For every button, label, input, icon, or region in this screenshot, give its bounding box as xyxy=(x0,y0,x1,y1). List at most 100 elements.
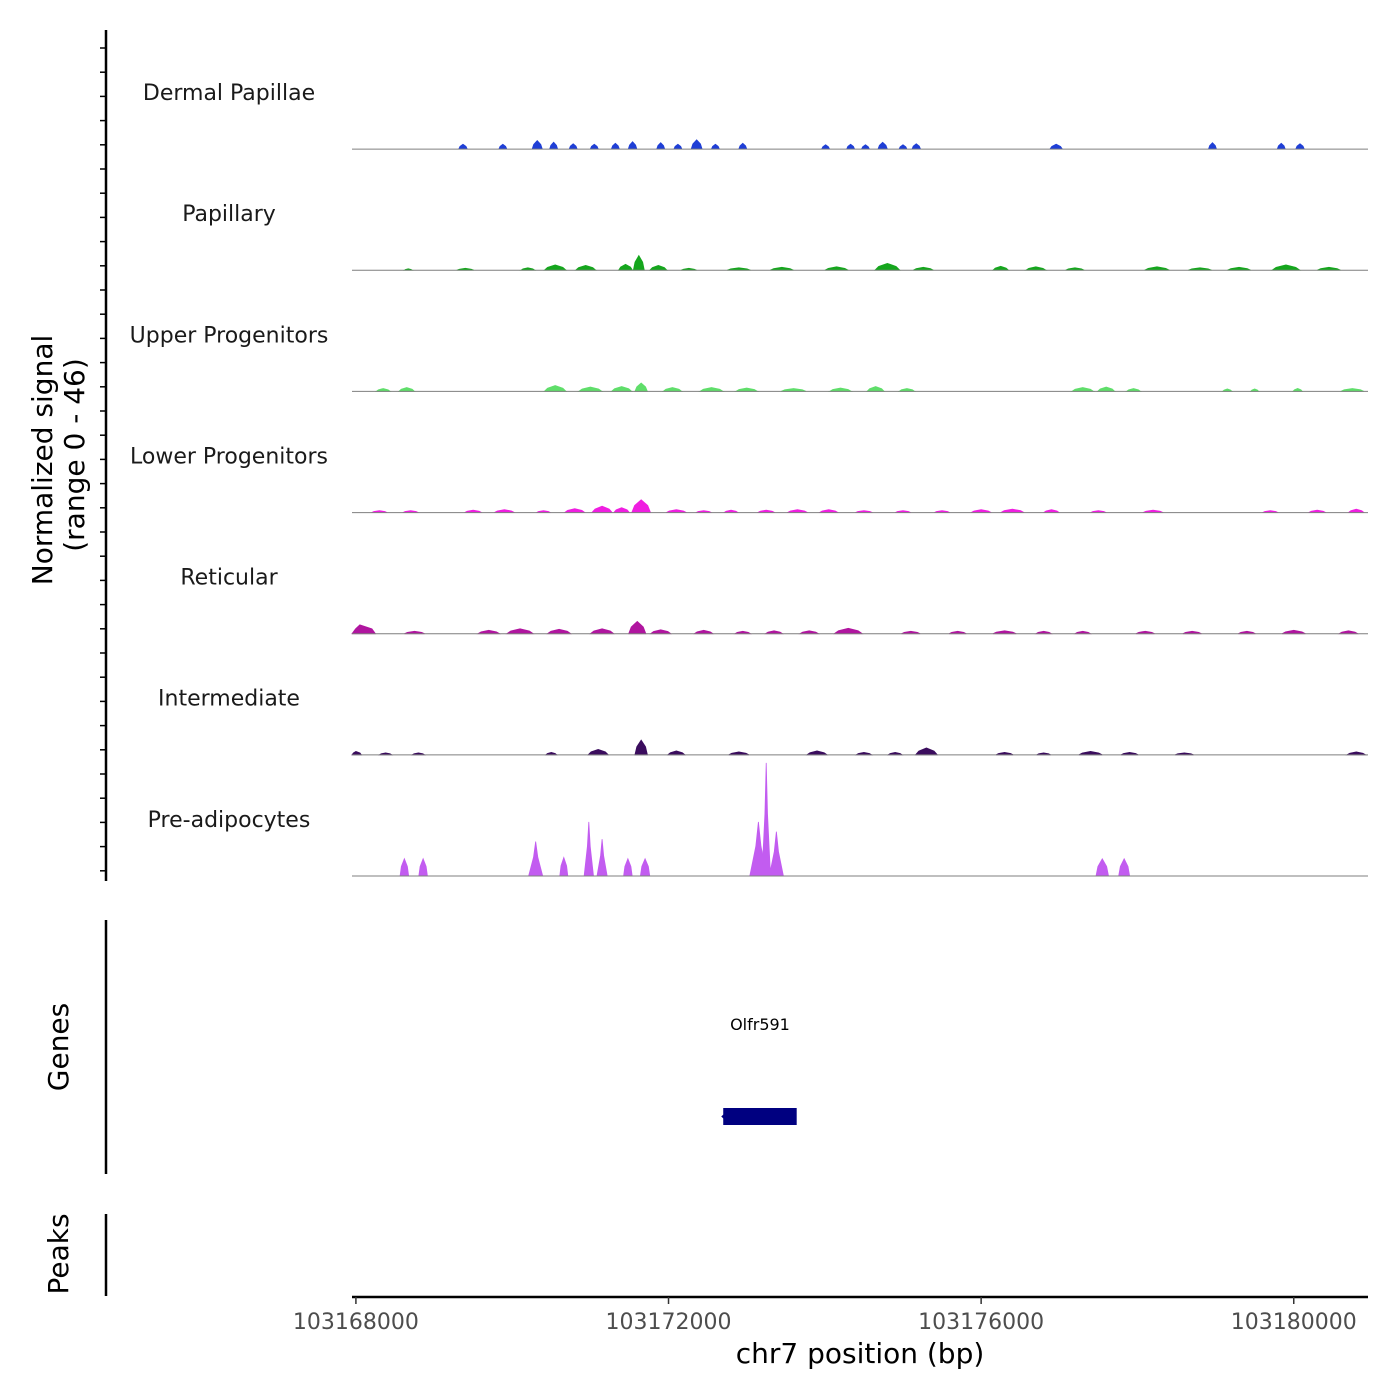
signal-peak xyxy=(693,629,715,635)
signal-peak xyxy=(418,857,428,877)
signal-peak xyxy=(628,620,647,635)
genes-axis-title: Genes xyxy=(42,1003,75,1091)
signal-peak xyxy=(1070,387,1096,392)
signal-peak xyxy=(866,386,886,392)
signal-peak xyxy=(623,857,633,877)
signal-peak xyxy=(1000,508,1025,513)
signal-peak xyxy=(505,628,535,635)
signal-peak xyxy=(832,627,864,635)
signal-peak xyxy=(656,142,666,150)
signal-peak xyxy=(698,387,725,392)
signal-peak xyxy=(1096,386,1116,392)
signal-peak xyxy=(805,750,829,756)
signal-peak xyxy=(568,143,578,150)
track-label: Pre-adipocytes xyxy=(148,808,311,833)
signal-peak xyxy=(1281,629,1306,635)
signal-peak xyxy=(734,387,760,392)
track-label: Lower Progenitors xyxy=(130,444,328,469)
signal-peak xyxy=(898,144,908,150)
signal-peak xyxy=(399,857,410,877)
signal-peak xyxy=(351,624,377,635)
track-0: Dermal Papillae xyxy=(143,81,1368,150)
x-tick-label: 103168000 xyxy=(293,1310,419,1335)
x-axis: 103168000 103172000 103176000 103180000 chr7… xyxy=(293,1295,1368,1370)
track-label: Intermediate xyxy=(158,687,300,712)
signal-peak xyxy=(1270,264,1302,271)
signal-peak xyxy=(1078,751,1103,756)
signal-peak xyxy=(574,264,597,271)
signal-peak xyxy=(911,143,922,150)
track-1: Papillary xyxy=(182,202,1368,271)
x-tick-label: 103180000 xyxy=(1231,1310,1357,1335)
signal-peak xyxy=(610,386,633,392)
track-label: Papillary xyxy=(182,202,276,227)
peaks-axis-title: Peaks xyxy=(42,1213,75,1294)
signal-peak xyxy=(563,508,587,513)
signal-peak xyxy=(661,387,683,392)
track-label: Upper Progenitors xyxy=(130,323,329,348)
signal-peak xyxy=(577,386,604,392)
signal-peak xyxy=(873,262,901,271)
signal-peak xyxy=(528,841,544,877)
track-5: Intermediate xyxy=(158,687,1368,756)
signal-peak xyxy=(1095,857,1110,877)
gene-strand-arrow xyxy=(721,1111,728,1122)
signal-peak xyxy=(820,144,831,150)
genes-panel: Genes Olfr591 xyxy=(42,920,797,1174)
signal-peak xyxy=(649,629,673,635)
signal-peak xyxy=(612,507,631,513)
signal-peak xyxy=(632,254,645,271)
signal-peak xyxy=(914,747,939,756)
signal-peak xyxy=(546,628,573,635)
coverage-panel: Normalized signal (range 0 - 46) Dermal Pa… xyxy=(26,30,1368,881)
signal-peak xyxy=(846,143,856,150)
signal-peak xyxy=(1207,142,1218,150)
signal-peak xyxy=(634,382,649,392)
signal-peak xyxy=(991,265,1010,271)
signal-peak xyxy=(476,629,502,635)
x-tick-label: 103176000 xyxy=(918,1310,1044,1335)
signal-peak xyxy=(761,762,771,877)
signal-peak xyxy=(877,141,888,150)
signal-peak xyxy=(1024,266,1048,271)
coverage-y-axis-range: (range 0 - 46) xyxy=(58,358,91,552)
peaks-panel: Peaks xyxy=(42,1213,108,1296)
signal-peak xyxy=(690,139,703,150)
track-label: Reticular xyxy=(180,566,278,591)
x-tick-label: 103172000 xyxy=(606,1310,732,1335)
track-3: Lower Progenitors xyxy=(130,444,1368,514)
signal-peak xyxy=(543,264,568,271)
signal-peak xyxy=(397,387,416,392)
track-4: Reticular xyxy=(180,566,1368,635)
signal-peak xyxy=(738,142,748,150)
signal-peak xyxy=(824,266,849,271)
signal-peak xyxy=(710,143,721,150)
signal-peak xyxy=(589,628,615,635)
signal-peak xyxy=(828,387,853,392)
signal-peak xyxy=(498,143,508,150)
track-2: Upper Progenitors xyxy=(130,323,1368,392)
signal-peak xyxy=(1049,143,1064,150)
signal-peak xyxy=(591,505,614,513)
signal-peak xyxy=(1144,266,1170,271)
signal-peak xyxy=(351,750,363,756)
signal-peak xyxy=(1347,508,1366,513)
signal-peak xyxy=(587,749,610,756)
signal-peak xyxy=(634,739,648,756)
signal-peak xyxy=(648,264,668,271)
gene-label: Olfr591 xyxy=(730,1015,790,1034)
gene-body xyxy=(723,1108,797,1125)
track-6: Pre-adipocytes xyxy=(148,762,1368,877)
signal-peak xyxy=(596,839,608,877)
signal-peak xyxy=(583,821,594,877)
signal-peak xyxy=(627,141,638,150)
signal-peak xyxy=(617,263,634,271)
signal-peak xyxy=(1118,857,1131,877)
signal-peak xyxy=(559,856,569,877)
signal-peak xyxy=(1276,142,1286,150)
coverage-y-axis-title: Normalized signal xyxy=(26,335,59,586)
signal-peak xyxy=(639,857,651,877)
signal-peak xyxy=(549,141,559,150)
